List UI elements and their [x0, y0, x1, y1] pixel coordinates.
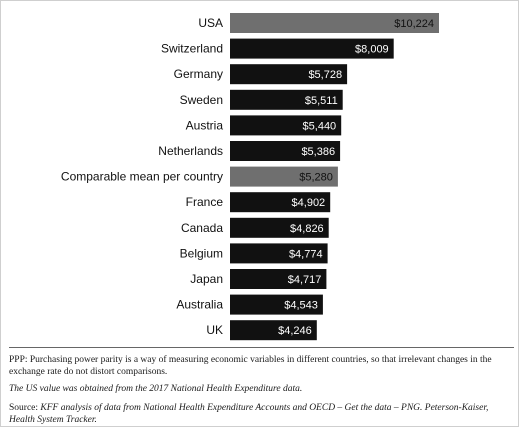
- value-label-switzerland: $8,009: [355, 44, 389, 56]
- bar-australia: [230, 294, 323, 315]
- category-label-netherlands: Netherlands: [158, 144, 223, 158]
- value-label-japan: $4,717: [288, 274, 322, 286]
- bar-france: [230, 192, 331, 213]
- value-label-australia: $4,543: [284, 300, 318, 312]
- category-label-australia: Australia: [176, 298, 223, 312]
- category-label-belgium: Belgium: [180, 246, 223, 260]
- source-text: KFF analysis of data from National Healt…: [9, 403, 489, 425]
- bar-austria: [230, 115, 342, 136]
- category-label-japan: Japan: [190, 272, 223, 286]
- bar-japan: [230, 269, 327, 289]
- ppp-note: PPP: Purchasing power parity is a way of…: [9, 355, 492, 377]
- value-label-germany: $5,728: [308, 69, 342, 81]
- category-label-canada: Canada: [181, 221, 223, 235]
- value-label-netherlands: $5,386: [301, 146, 335, 158]
- category-label-france: France: [186, 195, 224, 209]
- value-label-canada: $4,826: [290, 223, 324, 235]
- value-label-belgium: $4,774: [289, 248, 323, 260]
- value-label-austria: $5,440: [303, 120, 337, 132]
- value-label-uk: $4,246: [278, 325, 312, 337]
- category-label-germany: Germany: [174, 67, 223, 81]
- category-label-austria: Austria: [186, 118, 224, 132]
- bar-germany: [230, 64, 348, 85]
- us-value-note: The US value was obtained from the 2017 …: [9, 384, 303, 394]
- bar-chart: USA $10,224 Switzerland $8,009 Germany $5,728…: [61, 13, 439, 341]
- category-label-usa: USA: [198, 16, 223, 30]
- category-label-uk: UK: [206, 323, 223, 337]
- value-label-comparable-mean-per-country: $5,280: [299, 172, 333, 184]
- category-label-sweden: Sweden: [180, 93, 223, 107]
- bar-usa: [230, 13, 439, 33]
- bar-sweden: [230, 89, 343, 110]
- source-note: Source: KFF analysis of data from Nation…: [9, 402, 514, 426]
- bar-comparable-mean-per-country: [230, 166, 338, 187]
- category-label-comparable-mean-per-country: Comparable mean per country: [61, 170, 223, 184]
- value-label-france: $4,902: [292, 197, 326, 209]
- category-label-switzerland: Switzerland: [161, 42, 223, 56]
- bar-canada: [230, 217, 329, 238]
- bar-netherlands: [230, 141, 341, 161]
- source-label: Source:: [9, 403, 39, 413]
- bar-uk: [230, 320, 317, 341]
- value-label-usa: $10,224: [394, 18, 434, 30]
- divider-line: [9, 347, 514, 348]
- bar-belgium: [230, 243, 328, 264]
- bar-switzerland: [230, 38, 394, 59]
- value-label-sweden: $5,511: [305, 95, 338, 107]
